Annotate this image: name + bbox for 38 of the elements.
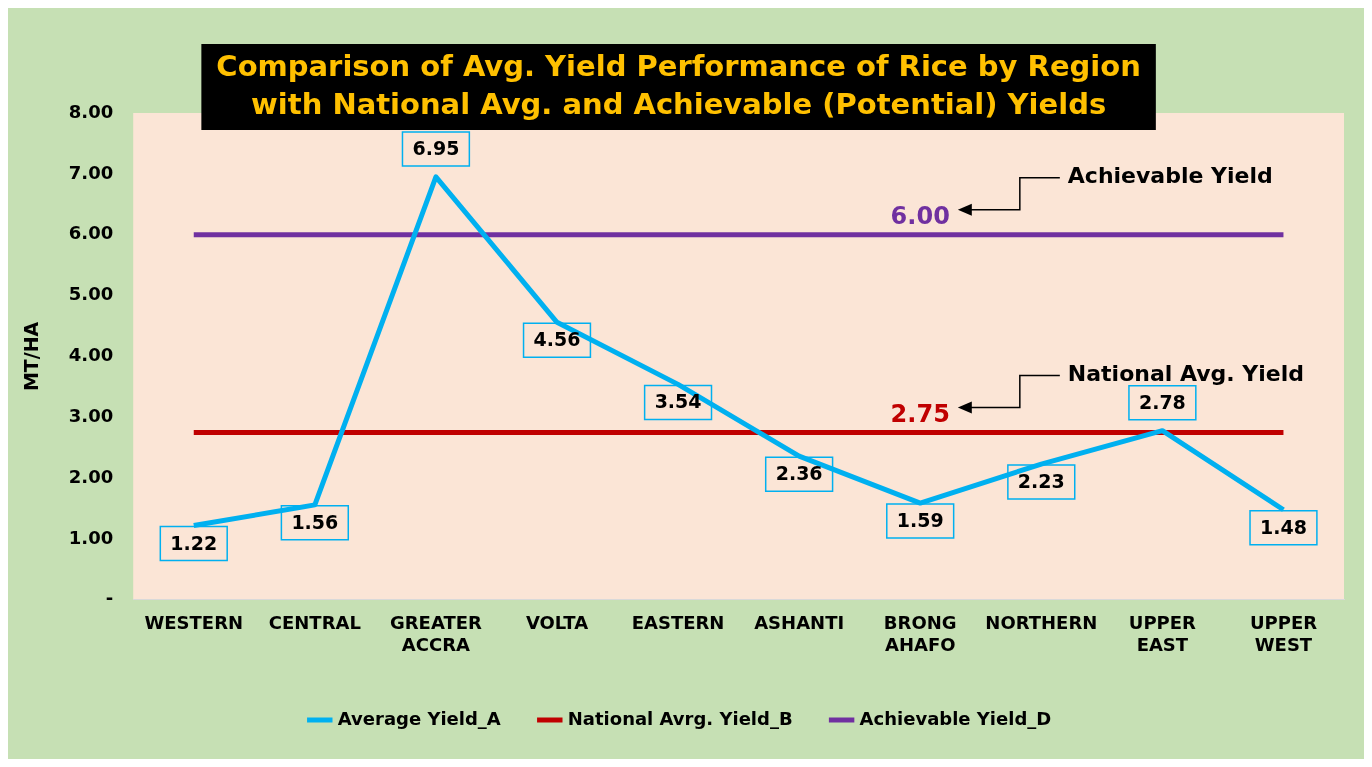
x-tick-label: ASHANTI xyxy=(754,612,845,634)
x-tick-label: CENTRAL xyxy=(268,612,361,634)
annotation: National Avg. Yield xyxy=(1067,361,1304,387)
y-tick-label: 7.00 xyxy=(68,161,114,183)
x-tick-label: BRONG AHAFO xyxy=(883,612,957,655)
data-label: 6.95 xyxy=(412,136,460,159)
data-label: 2.23 xyxy=(1017,470,1065,493)
data-label: 1.56 xyxy=(291,510,339,533)
x-tick-label: UPPER EAST xyxy=(1128,612,1197,655)
data-label: 4.56 xyxy=(533,328,581,351)
x-tick-label: GREATER ACCRA xyxy=(389,612,482,655)
chart-title: Comparison of Avg. Yield Performance of Rice by Region with National Avg. and Achievable (Potential) Yields xyxy=(216,48,1141,121)
x-tick-label: VOLTA xyxy=(525,612,589,634)
y-tick-label: 4.00 xyxy=(68,344,114,366)
data-label: 1.22 xyxy=(170,531,218,554)
data-label: 1.48 xyxy=(1260,515,1307,538)
y-axis-title: MT/HA xyxy=(20,321,43,392)
x-tick-label: WESTERN xyxy=(144,612,244,634)
x-tick-label: EASTERN xyxy=(631,612,725,634)
data-label: 6.00 xyxy=(890,201,950,230)
x-tick-label: UPPER WEST xyxy=(1249,612,1318,655)
y-tick-label: 3.00 xyxy=(68,404,114,426)
y-tick-label: - xyxy=(105,587,114,609)
legend-label: Average Yield_A xyxy=(337,707,501,729)
data-label: 3.54 xyxy=(654,390,702,413)
data-label: 1.59 xyxy=(896,508,944,531)
y-tick-label: 6.00 xyxy=(68,222,114,244)
data-label: 2.78 xyxy=(1138,390,1186,413)
y-tick-label: 2.00 xyxy=(68,465,114,487)
data-label: 2.36 xyxy=(775,462,823,485)
data-label: 2.75 xyxy=(890,399,950,428)
y-tick-label: 5.00 xyxy=(68,283,114,305)
y-tick-label: 1.00 xyxy=(68,526,114,548)
x-tick-label: NORTHERN xyxy=(985,612,1098,634)
legend-label: Achievable Yield_D xyxy=(859,707,1052,729)
annotation: Achievable Yield xyxy=(1067,163,1273,189)
legend-label: National Avrg. Yield_B xyxy=(567,707,793,729)
y-tick-label: 8.00 xyxy=(68,100,114,122)
